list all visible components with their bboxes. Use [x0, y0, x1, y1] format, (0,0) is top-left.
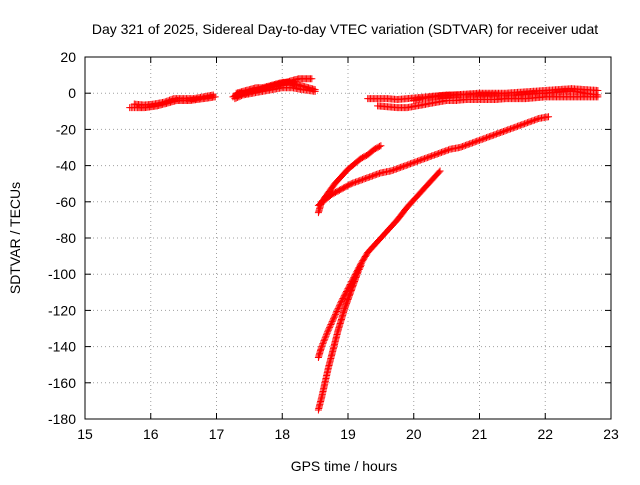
data-point: [377, 142, 385, 150]
data-point: [337, 299, 345, 307]
data-point: [321, 335, 329, 343]
x-tick-label: 19: [340, 426, 356, 442]
data-point: [594, 86, 602, 94]
data-point: [326, 323, 334, 331]
y-tick-label: -40: [56, 158, 76, 174]
data-point: [320, 337, 328, 345]
x-tick-label: 21: [472, 426, 488, 442]
chart-title: Day 321 of 2025, Sidereal Day-to-day VTE…: [92, 21, 598, 37]
data-point: [355, 267, 363, 275]
data-point: [336, 300, 344, 308]
data-point: [321, 334, 329, 342]
data-point: [330, 315, 338, 323]
series-9: [314, 113, 553, 209]
data-point: [319, 340, 327, 348]
y-tick-label: -120: [48, 302, 76, 318]
data-point: [334, 305, 342, 313]
y-tick-label: -100: [48, 266, 76, 282]
data-point: [545, 113, 553, 121]
data-point: [308, 75, 316, 83]
x-tick-label: 17: [209, 426, 225, 442]
data-point: [356, 264, 364, 272]
data-point: [335, 303, 343, 311]
y-tick-label: -20: [56, 121, 76, 137]
data-point: [354, 268, 362, 276]
series-8: [314, 142, 385, 217]
series-4: [231, 84, 319, 103]
y-axis-label: SDTVAR / TECUs: [7, 182, 23, 294]
y-tick-label: -180: [48, 411, 76, 427]
x-tick-label: 20: [406, 426, 422, 442]
data-point: [325, 325, 333, 333]
grid-layer: [85, 57, 611, 419]
y-tick-label: -140: [48, 339, 76, 355]
y-tick-label: 0: [68, 85, 76, 101]
x-tick-label: 15: [77, 426, 93, 442]
data-point: [311, 87, 319, 95]
data-point: [331, 312, 339, 320]
data-point: [436, 167, 444, 175]
data-point: [322, 331, 330, 339]
x-tick-label: 16: [143, 426, 159, 442]
data-point: [319, 338, 327, 346]
data-point: [332, 310, 340, 318]
data-point: [318, 341, 326, 349]
series-7: [410, 85, 602, 104]
y-tick-label: -60: [56, 194, 76, 210]
data-point: [376, 142, 384, 150]
x-tick-label: 23: [603, 426, 619, 442]
x-tick-label: 18: [274, 426, 290, 442]
data-point: [329, 316, 337, 324]
x-axis-label: GPS time / hours: [291, 458, 398, 474]
y-tick-label: -80: [56, 230, 76, 246]
data-point: [335, 302, 343, 310]
data-point: [209, 91, 217, 99]
data-point: [332, 309, 340, 317]
data-point: [330, 313, 338, 321]
data-point: [323, 329, 331, 337]
series-11: [314, 261, 365, 414]
data-point: [333, 306, 341, 314]
data-point: [594, 93, 602, 101]
y-tick-label: 20: [60, 49, 76, 65]
data-point: [435, 168, 443, 176]
data-point: [357, 261, 365, 269]
data-point: [318, 343, 326, 351]
data-point: [327, 321, 335, 329]
x-tick-label: 22: [537, 426, 553, 442]
data-layer: [126, 75, 602, 414]
data-point: [328, 319, 336, 327]
tick-layer: 15 16 17 18 19 20 21 22 23 20 0 -20 -40 -60 -80 -100 -12…: [48, 49, 619, 442]
data-point: [324, 328, 332, 336]
data-point: [333, 307, 341, 315]
data-point: [326, 322, 334, 330]
data-point: [322, 332, 330, 340]
data-point: [355, 265, 363, 273]
series-1: [130, 91, 217, 109]
data-point: [324, 326, 332, 334]
y-tick-label: -160: [48, 375, 76, 391]
data-point: [356, 263, 364, 271]
data-point: [328, 318, 336, 326]
